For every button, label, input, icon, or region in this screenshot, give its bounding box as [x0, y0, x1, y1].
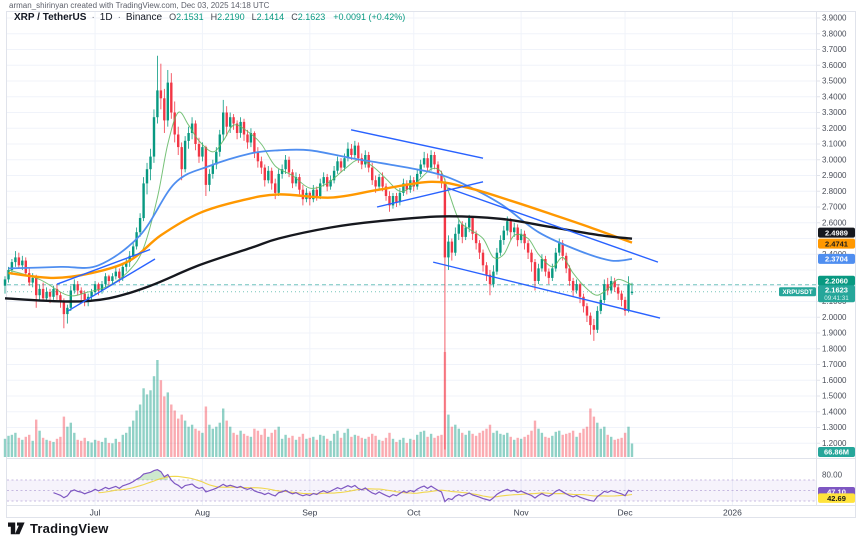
- ohlc-close: C2.1623: [291, 12, 326, 22]
- triangle-lower[interactable]: [376, 181, 484, 208]
- current-price-text: 2.1623: [825, 286, 848, 295]
- price-tick-label: 1.7000: [822, 360, 847, 369]
- time-tick-label: 2026: [723, 508, 742, 518]
- time-scale[interactable]: Jul Aug Sep Oct Nov Dec 2026: [90, 508, 743, 518]
- volume-layer: [3, 352, 634, 458]
- tradingview-logo-icon: [8, 522, 25, 535]
- ma-50-value: 2.3704: [818, 253, 855, 264]
- price-tick-label: 1.3000: [822, 423, 847, 432]
- price-tick-label: 1.2000: [822, 439, 847, 448]
- tradingview-logo-text: TradingView: [30, 521, 109, 536]
- ma-orange-line: [8, 180, 633, 280]
- tradingview-logo[interactable]: TradingView: [8, 521, 109, 536]
- price-change: +0.0091 (+0.42%): [333, 12, 406, 22]
- symbol-price-tag-text: XRPUSDT: [782, 289, 812, 296]
- price-scale[interactable]: 3.9000 3.8000 3.7000 3.6000 3.5000 3.4000 3.30…: [779, 14, 855, 458]
- price-tick-label: 3.4000: [822, 92, 847, 101]
- time-tick-label: Aug: [195, 508, 210, 518]
- ma-black-line: [4, 215, 633, 303]
- rsi-ma-value: 42.69: [818, 493, 855, 503]
- price-tick-label: 3.8000: [822, 29, 847, 38]
- descending-channel-lower[interactable]: [432, 261, 661, 319]
- ascending-channel-lower[interactable]: [67, 258, 156, 312]
- symbol-name[interactable]: XRP / TetherUS: [14, 12, 87, 23]
- volume-value-badge: 66.86M: [818, 447, 855, 457]
- price-tick-label: 3.6000: [822, 61, 847, 70]
- time-tick-label: Jul: [90, 508, 101, 518]
- price-tick-label: 3.5000: [822, 77, 847, 86]
- rsi-line: [53, 469, 633, 503]
- ascending-channel-upper[interactable]: [56, 248, 151, 285]
- ma-200-value-text: 2.4989: [825, 228, 848, 237]
- ma-blue-line: [8, 148, 633, 270]
- price-tick-label: 3.3000: [822, 108, 847, 117]
- ma-100-value: 2.4741: [818, 238, 855, 249]
- interval-label[interactable]: 1D: [99, 12, 113, 23]
- price-tick-label: 2.8000: [822, 187, 847, 196]
- price-tick-label: 3.0000: [822, 155, 847, 164]
- legend-separator: ·: [91, 12, 95, 23]
- ohlc-open: O2.1531: [169, 12, 204, 22]
- legend-separator: ·: [117, 12, 121, 23]
- ma-100-value-text: 2.4741: [825, 239, 848, 248]
- rsi-ma-value-text: 42.69: [827, 494, 846, 503]
- rsi-pane: [7, 469, 816, 503]
- price-tick-label: 3.9000: [822, 14, 847, 23]
- rsi-ma-line: [98, 475, 633, 498]
- triangle-upper[interactable]: [350, 129, 484, 159]
- price-tick-label: 2.7000: [822, 203, 847, 212]
- ma-50-value-text: 2.3704: [825, 255, 849, 264]
- rsi-value-text: 47.10: [827, 488, 846, 497]
- exchange-label: Binance: [125, 12, 163, 23]
- price-tick-label: 3.1000: [822, 140, 847, 149]
- price-tick-label: 2.0000: [822, 313, 847, 322]
- bar-countdown-text: 09:41:31: [824, 295, 849, 302]
- ma-200-value: 2.4989: [818, 227, 855, 238]
- time-tick-label: Sep: [302, 508, 317, 518]
- price-tick-label: 1.8000: [822, 344, 847, 353]
- widget-frame: [6, 11, 856, 518]
- time-tick-label: Nov: [514, 508, 530, 518]
- price-tick-label: 2.6000: [822, 218, 847, 227]
- level-value: 2.2060: [818, 275, 855, 286]
- grid-lines: [7, 12, 816, 505]
- price-tick-label: 1.4000: [822, 407, 847, 416]
- price-tick-label: 3.2000: [822, 124, 847, 133]
- descending-channel-upper[interactable]: [447, 187, 659, 263]
- volume-value-text: 66.86M: [824, 448, 849, 457]
- main-pane: [3, 55, 816, 458]
- symbol-legend[interactable]: XRP / TetherUS · 1D · Binance O2.1531 H2…: [14, 12, 405, 23]
- candlestick-layer: [3, 55, 634, 450]
- price-tick-label: 1.6000: [822, 376, 847, 385]
- ohlc-low: L2.1414: [251, 12, 285, 22]
- price-tick-label: 1.9000: [822, 329, 847, 338]
- rsi-tick-label: 80.00: [822, 470, 843, 479]
- ohlc-high: H2.2190: [210, 12, 245, 22]
- level-value-text: 2.2060: [825, 277, 848, 286]
- ma-green-line: [8, 111, 633, 297]
- time-tick-label: Dec: [617, 508, 633, 518]
- attribution-text: arman_shirinyan created with TradingView…: [9, 1, 270, 10]
- price-tick-label: 3.7000: [822, 45, 847, 54]
- price-tick-label: 2.9000: [822, 171, 847, 180]
- price-tick-label: 1.5000: [822, 392, 847, 401]
- symbol-price-tag: XRPUSDT: [779, 287, 816, 297]
- time-tick-label: Oct: [407, 508, 421, 518]
